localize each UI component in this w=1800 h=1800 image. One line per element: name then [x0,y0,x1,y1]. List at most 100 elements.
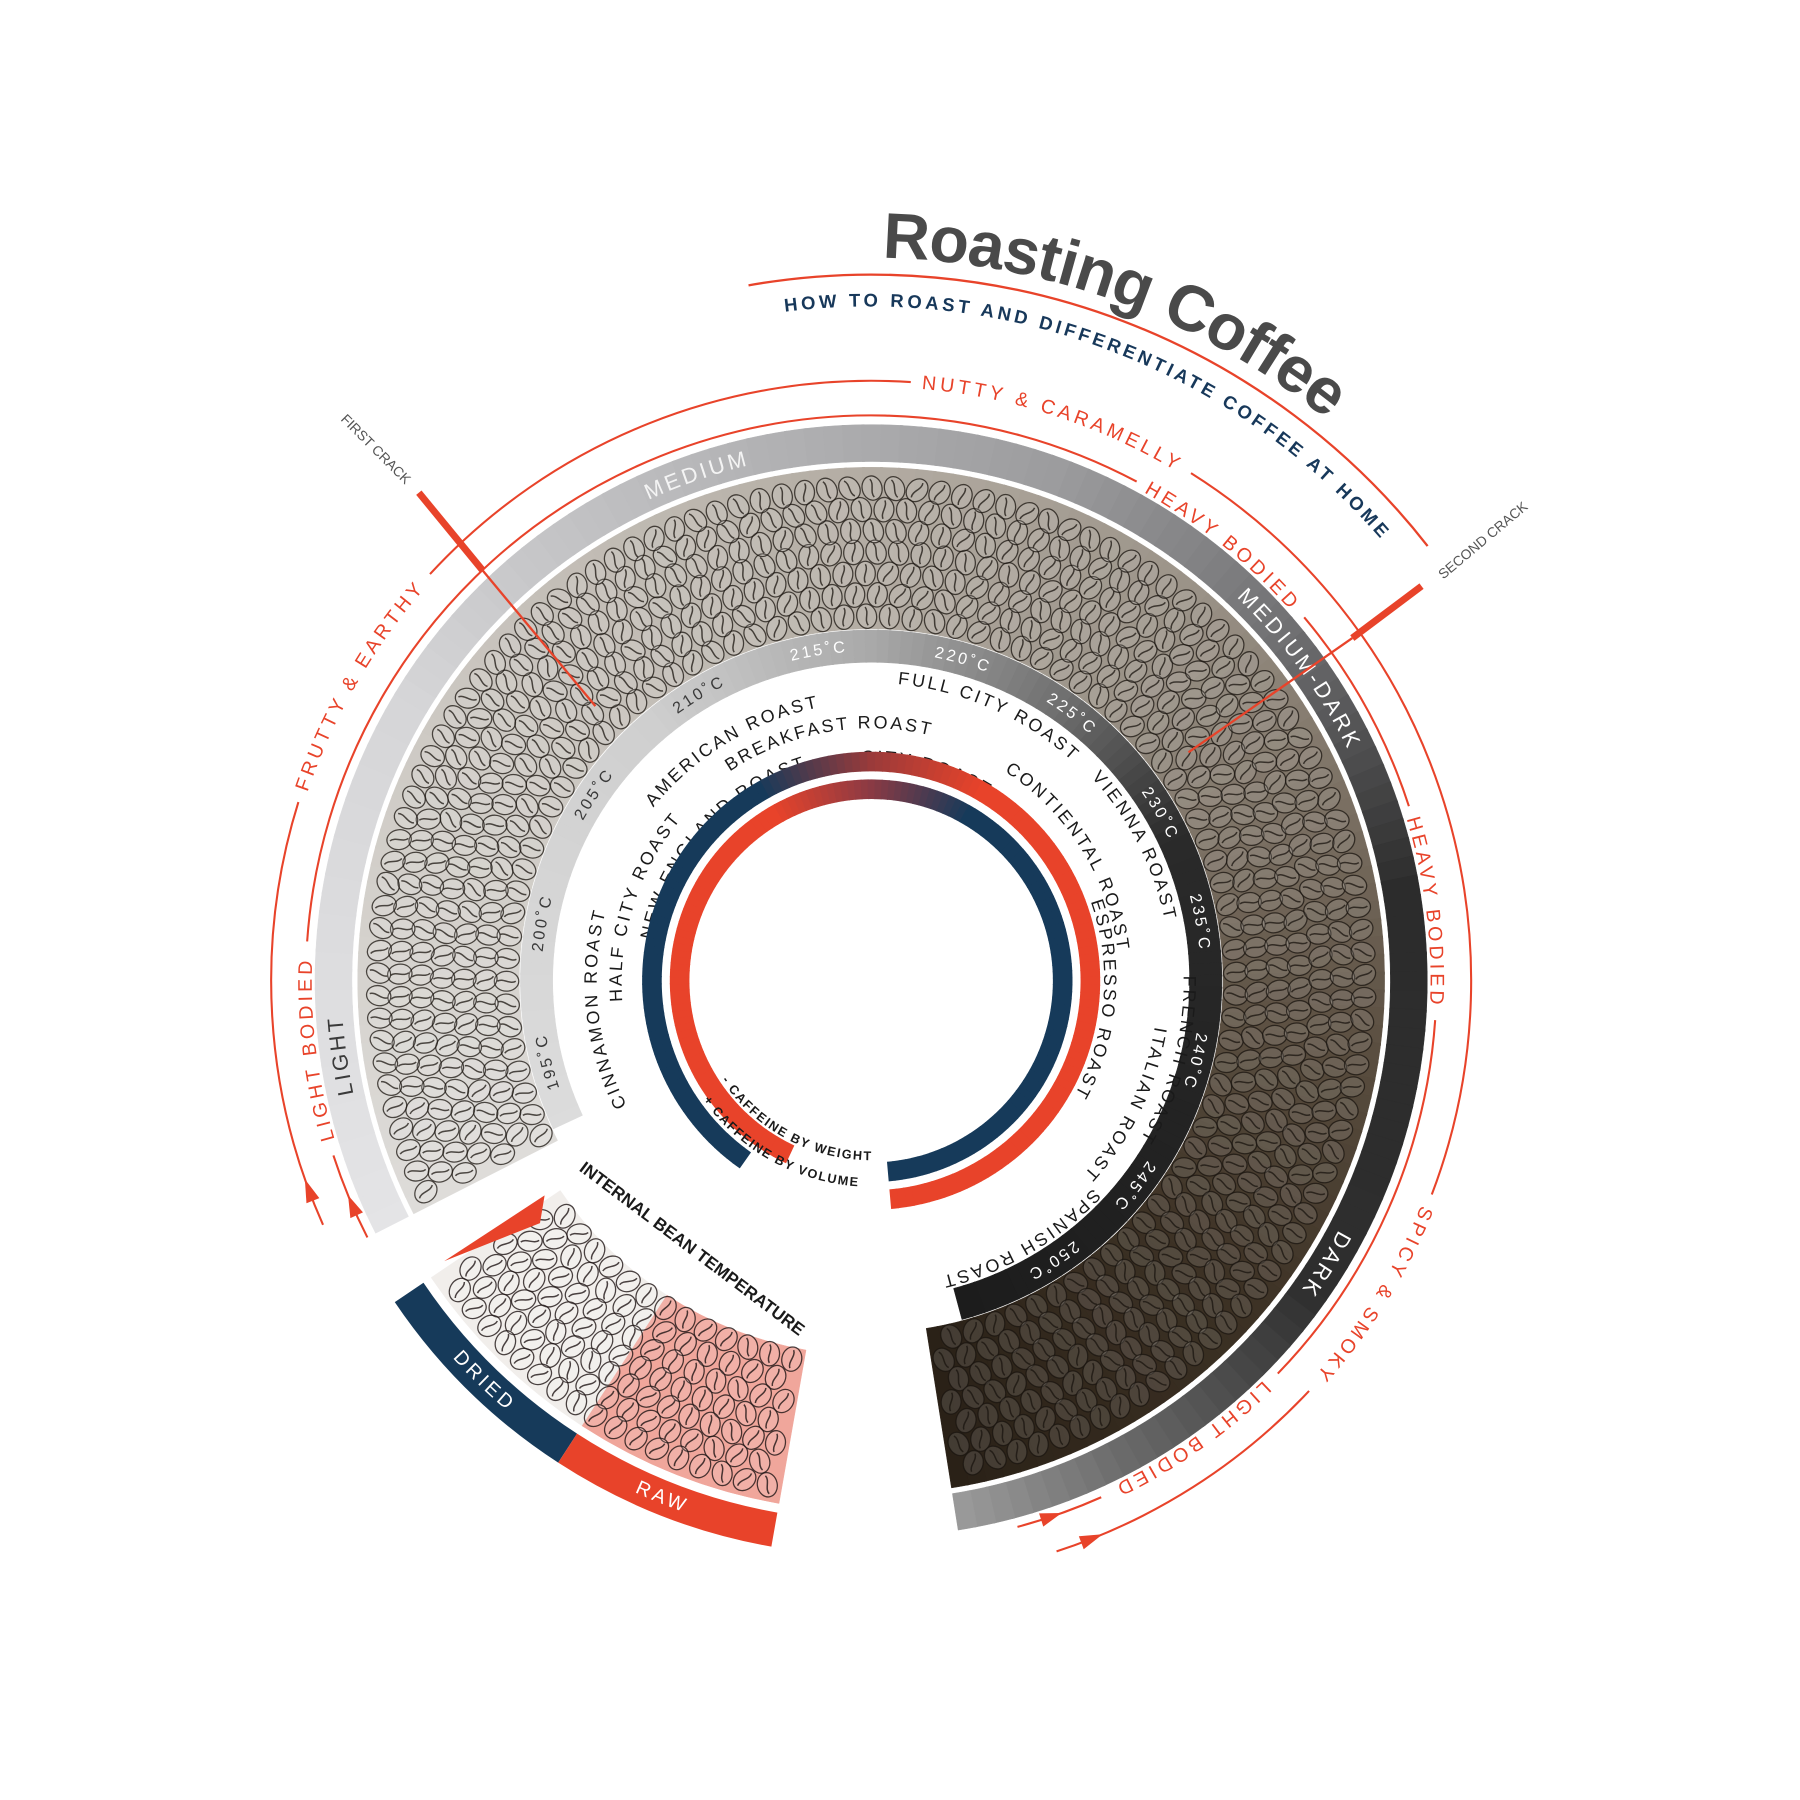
caffeine-ring-weight [678,1093,700,1113]
caffeine-ring-volume [924,788,938,810]
bean-crease [1275,800,1295,806]
coffee-bean [611,618,633,645]
coffee-bean [474,835,500,858]
caffeine-ring-volume [749,815,768,836]
bean-crease [1092,562,1109,575]
bean-crease [1175,595,1194,606]
coffee-bean [1263,770,1287,795]
coffee-bean [1279,1183,1303,1208]
bean-crease [1233,1080,1254,1084]
bean-crease [689,605,694,625]
coffee-bean [1285,932,1312,954]
bean-crease [430,1107,450,1112]
bean-crease [962,1411,970,1430]
coffee-bean [551,736,576,760]
coffee-bean [1343,1054,1370,1076]
caffeine-ring-weight [702,1122,724,1143]
bean-crease [1142,1300,1161,1310]
caffeine-ring-volume [995,833,1015,853]
bean-crease [445,811,457,829]
caffeine-ring-volume [959,804,976,826]
coffee-bean [732,1467,757,1492]
bean-crease [1147,601,1166,610]
coffee-bean [856,603,878,629]
bean-crease [1207,1194,1217,1213]
caffeine-ring-volume [723,837,744,857]
bean-crease [953,572,957,592]
bean-crease [851,542,856,562]
bean-crease [1286,1031,1307,1035]
coffee-bean [598,1360,621,1386]
bean-crease [1228,682,1248,687]
bean-crease [974,1364,987,1382]
bean-crease [1045,1385,1060,1400]
coffee-bean [1171,707,1196,732]
bean-crease [594,613,603,632]
bean-crease [1237,873,1251,888]
coffee-bean [1287,976,1313,1000]
coffee-bean [616,1397,640,1422]
bean-crease [437,1127,457,1135]
bean-crease [1302,751,1319,765]
bean-crease [1331,1127,1350,1134]
caffeine-ring-volume [1004,843,1024,863]
coffee-bean [1010,635,1032,662]
caffeine-ring-weight [643,1005,665,1017]
bean-crease [373,922,390,934]
caffeine-ring-weight [643,943,665,956]
caffeine-ring-weight [1042,849,1064,868]
bean-crease [515,864,533,875]
caffeine-ring-volume [779,797,796,819]
coffee-bean [1293,1202,1318,1225]
bean-crease [1283,1053,1303,1058]
caffeine-ring-weight [889,752,901,774]
caffeine-ring-weight [1024,824,1045,845]
bean-crease [648,1443,666,1455]
coffee-bean [1240,1026,1265,1050]
coffee-bean [472,1275,497,1299]
bean-crease [1211,1262,1218,1282]
coffee-bean [575,1373,601,1396]
bean-crease [1042,585,1059,598]
coffee-bean [748,1448,771,1474]
bean-crease [369,969,388,977]
bean-crease [1234,1229,1250,1242]
coffee-bean [376,871,400,896]
caffeine-ring-volume [673,1014,695,1027]
bean-crease [1297,1207,1314,1220]
bean-crease [529,781,547,790]
caffeine-ring-weight [1073,921,1095,935]
coffee-bean [1211,1172,1237,1196]
coffee-bean [1312,1162,1338,1184]
coffee-bean [560,1244,582,1270]
bean-crease [454,1169,474,1177]
coffee-bean [1261,1024,1288,1046]
coffee-bean [1295,1080,1320,1104]
coffee-bean [494,1330,517,1356]
bean-crease [1246,944,1266,951]
bean-crease [1245,1116,1261,1130]
coffee-bean [1013,1413,1035,1440]
coffee-bean [1119,1336,1143,1361]
coffee-bean [542,1227,568,1250]
coffee-bean [1175,745,1198,771]
coffee-bean [1179,623,1204,647]
caffeine-ring-weight [642,990,663,1001]
coffee-bean [1006,1438,1028,1465]
coffee-bean [743,623,767,648]
caffeine-ring-volume [1016,859,1037,878]
coffee-bean [1174,1227,1197,1252]
coffee-bean [1038,555,1062,580]
bean-crease [1247,967,1267,973]
caffeine-ring-weight [682,1099,704,1119]
bean-crease [1333,974,1352,980]
coffee-bean [707,544,729,571]
coffee-bean [680,1428,704,1453]
caffeine-ring-weight [703,817,724,838]
coffee-bean [1058,1299,1082,1324]
bean-crease [793,615,805,632]
caffeine-ring-volume [698,1073,719,1091]
bean-crease [1105,590,1115,608]
bean-crease [604,1365,615,1382]
coffee-bean [1247,1150,1272,1174]
